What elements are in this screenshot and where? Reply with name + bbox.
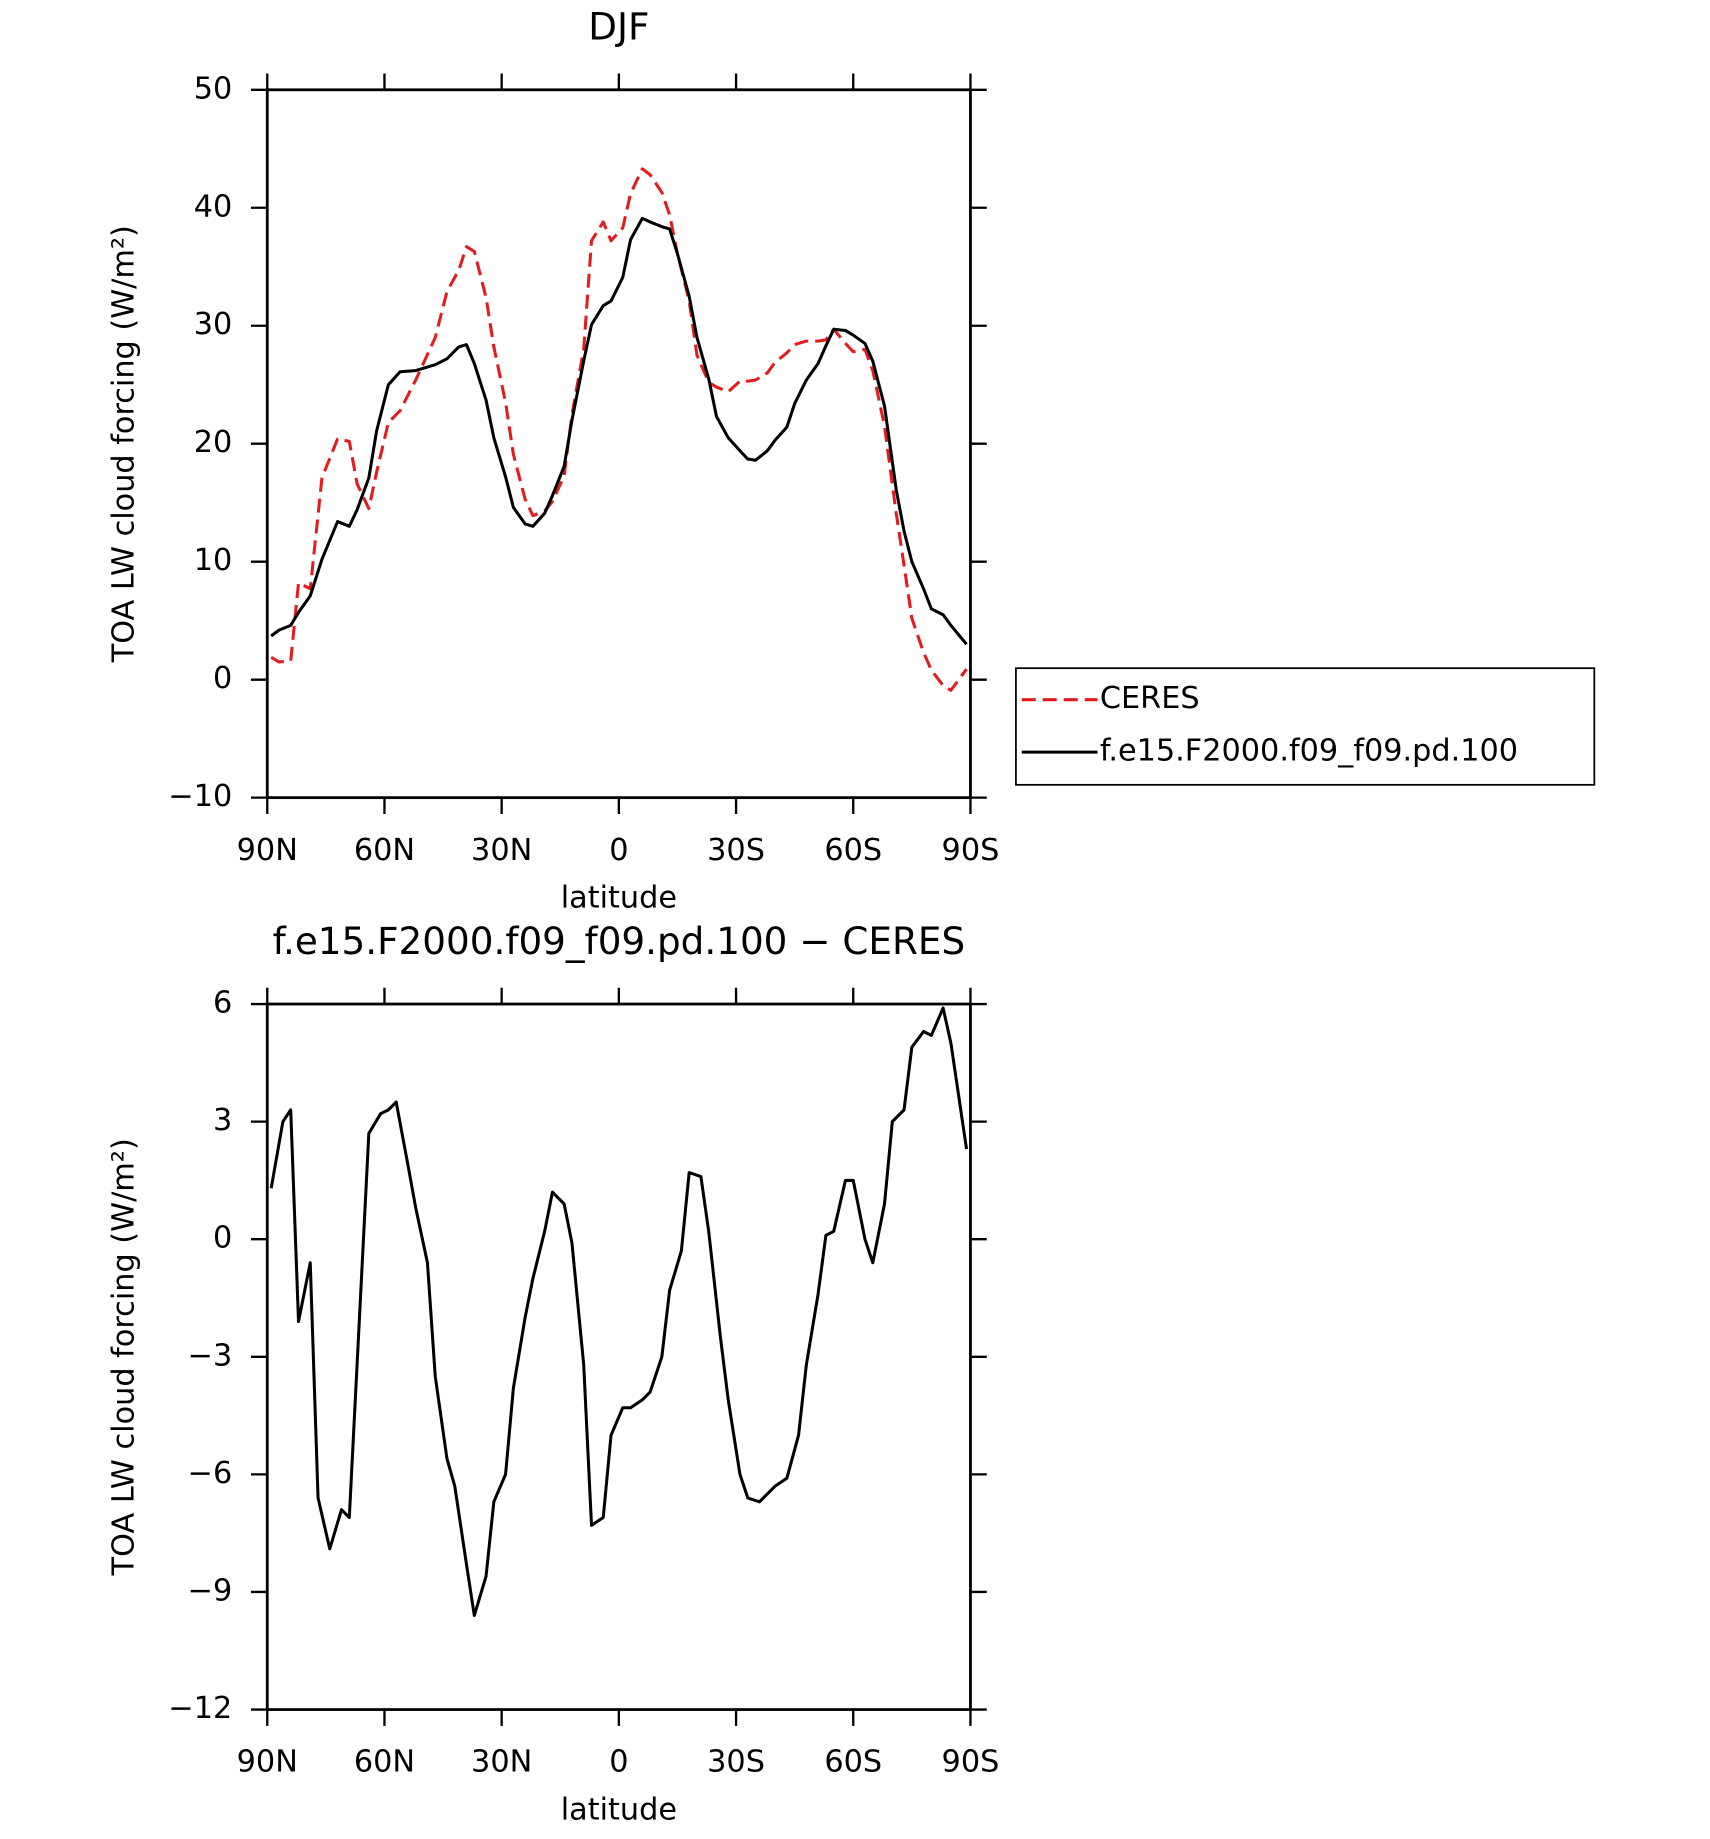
chart-title: f.e15.F2000.f09_f09.pd.100 − CERES bbox=[273, 919, 966, 963]
y-tick-label: −10 bbox=[168, 779, 232, 814]
y-tick-label: 10 bbox=[194, 543, 233, 578]
x-tick-label: 90S bbox=[942, 833, 1000, 868]
x-tick-label: 30N bbox=[471, 1745, 532, 1780]
x-tick-label: 0 bbox=[609, 1745, 628, 1780]
y-tick-label: 3 bbox=[213, 1103, 232, 1138]
y-tick-label: −3 bbox=[188, 1338, 233, 1373]
y-tick-label: −12 bbox=[168, 1691, 232, 1726]
x-axis-label: latitude bbox=[561, 1793, 677, 1828]
y-tick-label: 20 bbox=[194, 425, 233, 460]
legend-box bbox=[1015, 667, 1596, 786]
x-tick-label: 90N bbox=[237, 833, 298, 868]
x-tick-label: 90N bbox=[237, 1745, 298, 1780]
data-line bbox=[270, 216, 968, 646]
y-axis-label: TOA LW cloud forcing (W/m²) bbox=[106, 1138, 141, 1576]
x-tick-label: 90S bbox=[942, 1745, 1000, 1780]
y-tick-label: 50 bbox=[194, 71, 233, 106]
y-tick-label: 40 bbox=[194, 189, 233, 224]
y-tick-label: 0 bbox=[213, 1221, 232, 1256]
x-tick-label: 0 bbox=[609, 833, 628, 868]
plot-frame bbox=[265, 88, 972, 800]
y-tick-label: −9 bbox=[188, 1573, 233, 1608]
plot-frame bbox=[265, 1002, 972, 1711]
y-tick-label: 30 bbox=[194, 307, 233, 342]
chart-title: DJF bbox=[588, 5, 649, 49]
y-tick-label: −6 bbox=[188, 1456, 233, 1491]
legend-label: f.e15.F2000.f09_f09.pd.100 bbox=[1100, 734, 1518, 769]
data-line bbox=[269, 1006, 969, 1618]
x-axis-label: latitude bbox=[561, 881, 677, 916]
x-tick-label: 60S bbox=[824, 1745, 882, 1780]
legend-label: CERES bbox=[1100, 681, 1200, 716]
x-tick-label: 60N bbox=[354, 1745, 415, 1780]
x-tick-label: 30S bbox=[707, 1745, 765, 1780]
data-line bbox=[270, 167, 968, 692]
x-tick-label: 60S bbox=[824, 833, 882, 868]
y-tick-label: 6 bbox=[213, 986, 232, 1021]
y-axis-label: TOA LW cloud forcing (W/m²) bbox=[106, 225, 141, 663]
x-tick-label: 60N bbox=[354, 833, 415, 868]
x-tick-label: 30N bbox=[471, 833, 532, 868]
x-tick-label: 30S bbox=[707, 833, 765, 868]
y-tick-label: 0 bbox=[213, 661, 232, 696]
